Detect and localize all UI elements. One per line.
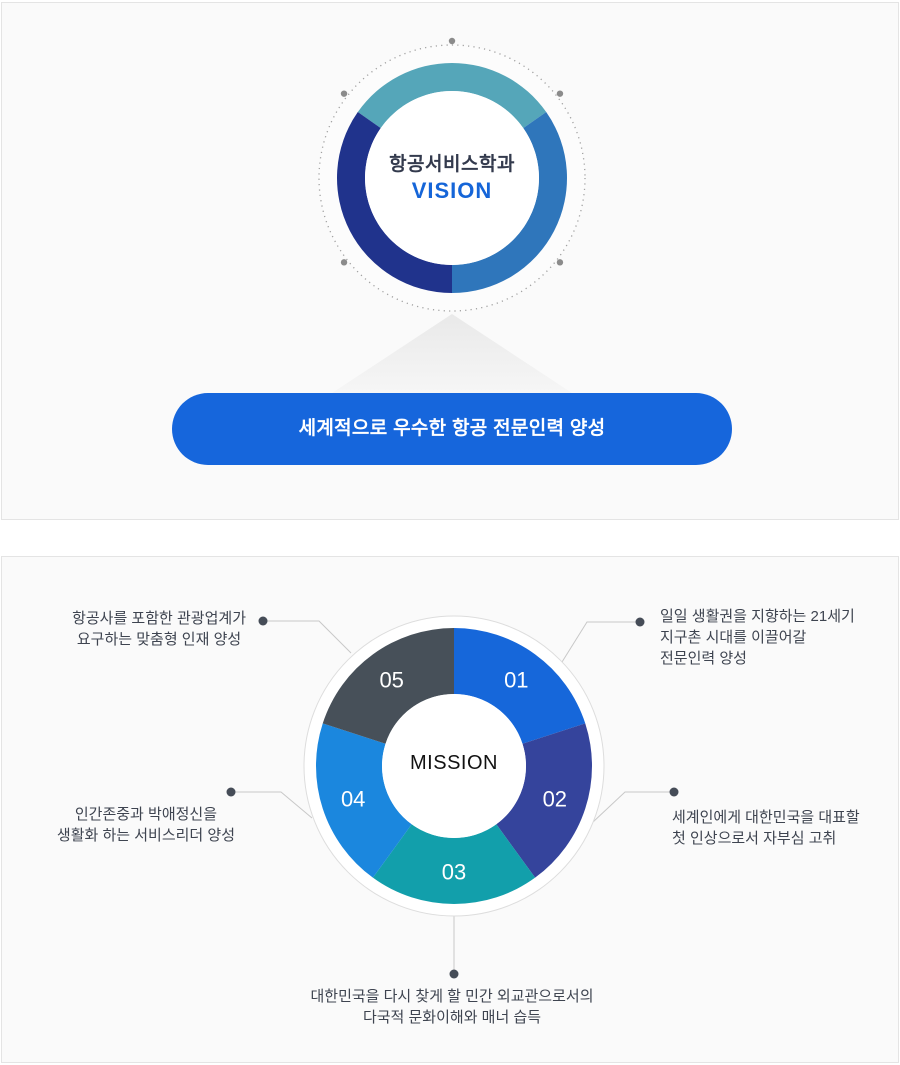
vision-department-label: 항공서비스학과 [389,154,515,175]
mission-item-05-text: 항공사를 포함한 관광업계가 요구하는 맞춤형 인재 양성 [72,610,246,648]
connector-dot-03 [449,969,459,979]
vision-section: 항공서비스학과 VISION 세계적으로 우수한 항공 전문인력 양성 [1,2,899,520]
mission-item-04-text: 인간존중과 박애정신을 생활화 하는 서비스리더 양성 [56,806,235,844]
vision-diagram [318,37,586,393]
orbit-dot [556,90,564,97]
mission-diagram: 01 02 03 04 05 [226,615,679,979]
vision-title: VISION [411,178,493,203]
connector-dot-02 [669,787,679,797]
vision-ring-segment-navy [337,112,452,293]
mission-segment-01 [454,628,586,744]
mission-title: MISSION [410,752,498,774]
mission-item-01-text: 일일 생활권을 지향하는 21세기 지구촌 시대를 이끌어갈 전문인력 양성 [660,608,855,667]
mission-segment-number-03: 03 [442,860,466,885]
vision-inner-disc [365,91,539,265]
orbit-dot [556,259,564,266]
mission-section: 01 02 03 04 05 MISSION 일일 생활권을 지향하는 21세기 지구촌… [1,556,899,1063]
orbit-dot [340,90,348,97]
connector-line-02 [592,791,674,823]
mission-segment-02 [496,723,592,878]
mission-segment-number-05: 05 [379,668,403,693]
connector-dot-04 [226,787,236,797]
connector-dot-05 [258,616,268,626]
orbit-dot [448,37,456,45]
mission-item-03-text: 대한민국을 다시 찾게 할 민간 외교관으로서의 다국적 문화이해와 매너 습득 [310,988,594,1026]
mission-segment-03 [372,824,536,904]
vision-ring [337,37,568,293]
vision-ring-segment-teal [357,63,547,129]
mission-donut: 01 02 03 04 05 [316,628,592,904]
connector-line-01 [561,621,640,663]
mission-segment-number-01: 01 [504,668,528,693]
funnel-triangle [332,314,572,393]
connector-line-05 [263,620,352,654]
vision-ring-segment-blue [452,112,568,293]
vision-goal-banner: 세계적으로 우수한 항공 전문인력 양성 [172,393,732,465]
mission-segment-05 [322,628,454,744]
mission-segment-number-04: 04 [341,786,365,811]
connector-line-04 [231,791,313,819]
mission-segment-number-02: 02 [543,786,567,811]
mission-segment-04 [316,723,412,878]
orbit-dot [340,259,348,266]
mission-inner-disc [382,694,526,838]
connector-dot-01 [635,617,645,627]
mission-item-02-text: 세계인에게 대한민국을 대표할 첫 인상으로서 자부심 고취 [672,809,860,847]
